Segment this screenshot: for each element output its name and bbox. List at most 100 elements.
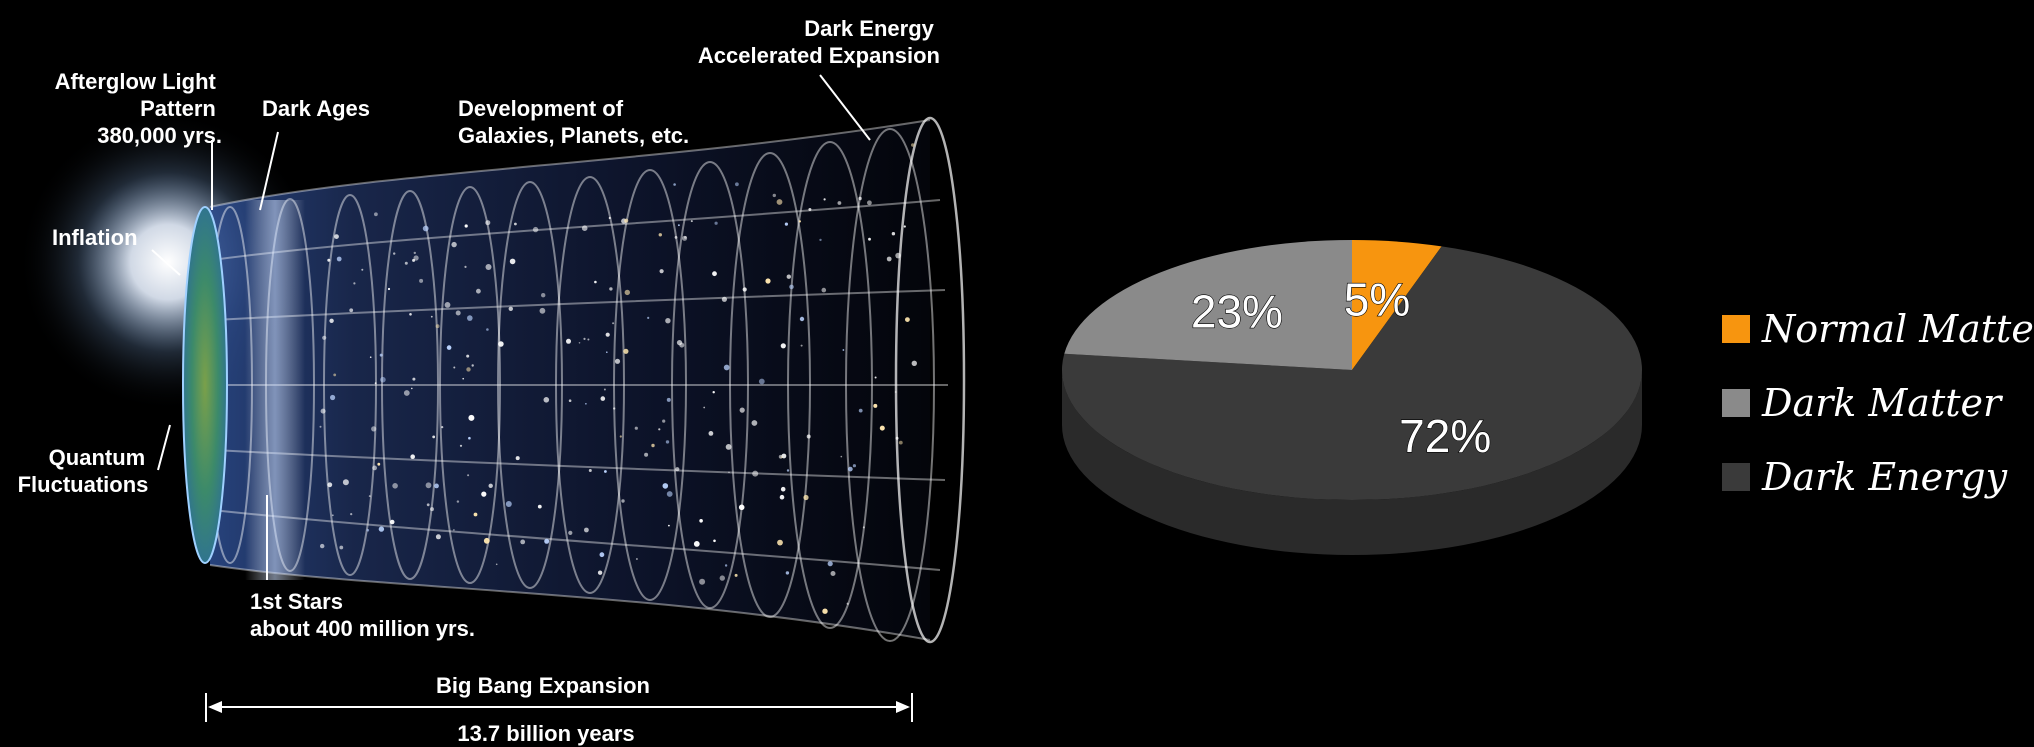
galaxy-dot [738, 504, 745, 511]
galaxy-dot [597, 570, 603, 575]
galaxy-dot [609, 287, 613, 291]
galaxy-dot [894, 391, 897, 393]
galaxy-dot [361, 268, 364, 271]
pointer-dark-ages [259, 131, 279, 211]
galaxy-dot [430, 507, 434, 512]
galaxy-dot [476, 288, 481, 294]
cone-end-rim [894, 116, 966, 644]
galaxy-dot [665, 440, 670, 444]
galaxy-dot [734, 573, 738, 577]
galaxy-dot [708, 431, 714, 436]
galaxy-dot [905, 317, 910, 322]
label-quantum-fluctuations: Quantum Fluctuations [18, 445, 152, 497]
galaxy-dot [858, 408, 863, 413]
galaxy-dot [800, 344, 803, 347]
galaxy-dot [789, 284, 794, 290]
galaxy-dot [827, 561, 833, 567]
galaxy-dot [426, 503, 430, 507]
galaxy-dot [600, 396, 606, 401]
galaxy-dot [410, 454, 416, 460]
label-dark-energy: Dark Energy Accelerated Expansion [698, 16, 940, 68]
pointer-dark-energy [819, 74, 871, 141]
pie-legend: Normal Matter Dark Matter Dark Energy [1722, 307, 2034, 499]
galaxy-dot [776, 199, 783, 205]
galaxy-dot [435, 534, 441, 540]
galaxy-dot [320, 408, 326, 414]
galaxy-dot [379, 353, 383, 357]
cone-body [210, 120, 930, 640]
galaxy-dot [699, 578, 706, 585]
galaxy-dot [568, 399, 572, 403]
galaxy-dot [713, 539, 716, 543]
galaxy-dot [780, 456, 783, 459]
galaxy-dot [806, 434, 811, 439]
galaxy-dot [446, 345, 452, 350]
galaxy-dot [371, 426, 377, 432]
galaxy-dot [462, 377, 465, 380]
galaxy-dot [464, 265, 467, 268]
galaxy-dot [647, 316, 650, 319]
galaxy-dot [599, 552, 605, 558]
galaxy-dot [604, 470, 607, 473]
galaxy-dot [714, 221, 718, 225]
galaxy-dot [584, 527, 589, 533]
dark-ages-band [245, 200, 305, 580]
galaxy-dot [411, 387, 413, 390]
legend-swatch [1722, 389, 1750, 417]
galaxy-dot [674, 236, 678, 239]
galaxy-dot [392, 483, 398, 489]
galaxy-dot [659, 269, 664, 274]
legend-swatch [1722, 463, 1750, 491]
galaxy-dot [322, 335, 327, 340]
galaxy-dot [583, 337, 586, 340]
pie-chart: 5% 72% 23% [1062, 240, 1642, 555]
galaxy-dot [441, 426, 444, 429]
galaxy-dot [723, 364, 730, 371]
galaxy-dot [432, 435, 436, 439]
legend-label: Dark Matter [1761, 381, 2004, 425]
pie-slice-normal-matter [1352, 240, 1442, 370]
galaxy-dot [823, 198, 826, 201]
galaxy-dot [799, 316, 805, 322]
galaxy-dot [662, 483, 669, 489]
galaxy-dot [320, 543, 325, 549]
galaxy-dot [846, 602, 849, 605]
galaxy-dot [587, 338, 590, 341]
galaxy-dot [886, 256, 892, 262]
galaxy-dot [911, 143, 915, 147]
galaxy-dot [624, 289, 630, 296]
galaxy-dot [605, 332, 610, 337]
galaxy-dot [840, 455, 843, 458]
galaxy-dot [451, 241, 457, 248]
galaxy-dot [780, 343, 786, 349]
galaxy-dot [765, 278, 771, 284]
galaxy-dot [412, 377, 416, 381]
pointer-inflation [151, 249, 181, 276]
galaxy-dot [862, 526, 865, 529]
galaxy-dot [785, 571, 790, 575]
galaxy-dot [781, 453, 787, 459]
galaxy-dot [758, 378, 765, 385]
cone-grid-rings [207, 128, 935, 642]
galaxy-dot [495, 563, 498, 566]
galaxy-dot [568, 530, 573, 536]
galaxy-dot [485, 264, 492, 270]
galaxy-dot [867, 200, 872, 206]
galaxy-dot [703, 406, 706, 409]
galaxy-dot [380, 376, 386, 383]
afterglow-disc [182, 206, 228, 564]
galaxy-dot [673, 183, 676, 186]
galaxy-dot [588, 469, 592, 472]
galaxy-dot [368, 495, 371, 498]
pie-slice-dark-matter [1064, 240, 1352, 370]
galaxy-dot [541, 293, 546, 298]
galaxy-dot [372, 465, 377, 471]
galaxy-dot [786, 274, 791, 279]
galaxy-dot [389, 519, 395, 525]
galaxy-dot [539, 307, 546, 314]
expansion-timeline: Big Bang Expansion 13.7 billion years [205, 673, 913, 746]
galaxy-dot [515, 456, 520, 461]
galaxy-dot [798, 220, 802, 223]
galaxy-dot [578, 342, 581, 344]
galaxy-dot [613, 407, 616, 410]
